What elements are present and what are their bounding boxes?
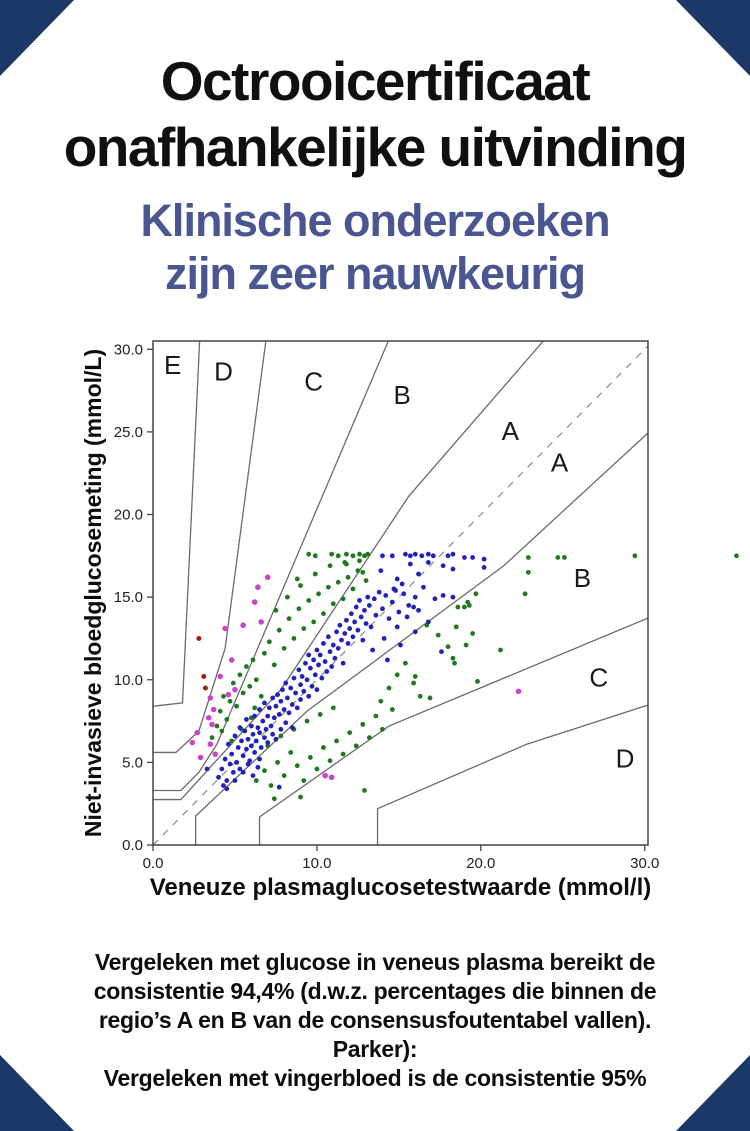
- subtitle-line-2: zijn zeer nauwkeurig: [164, 248, 586, 299]
- zone-line-d-upper: [153, 341, 267, 754]
- subtitle-line-1: Klinische onderzoeken: [140, 195, 610, 246]
- footer-line: Parker):: [332, 1036, 418, 1062]
- y-tick-label: 15.0: [114, 589, 143, 606]
- error-grid-chart: 0.0 10.0 20.0 30.0 0.0 5.0 10.0 15.0 20.0 25.0 30.…: [80, 330, 750, 905]
- y-tick-label: 5.0: [122, 754, 143, 771]
- zone-label-a: A: [502, 416, 520, 446]
- y-tick-label: 0.0: [122, 837, 143, 854]
- y-tick-label: 20.0: [114, 507, 143, 524]
- zone-line-d-lower: [376, 704, 648, 845]
- scatter-series-dark-red: [196, 635, 208, 691]
- page-title: Octrooicertificaat onafhankelijke uitvin…: [0, 48, 750, 180]
- y-tick-label: 30.0: [114, 341, 143, 358]
- zone-line-c-lower: [258, 617, 648, 845]
- zone-label-d: D: [616, 743, 635, 773]
- footer-line: Vergeleken met glucose in veneus plasma …: [94, 949, 656, 975]
- header: Octrooicertificaat onafhankelijke uitvin…: [0, 48, 750, 300]
- zone-label-e: E: [164, 350, 181, 380]
- zone-line-b-lower: [194, 432, 648, 845]
- scatter-series-green: [209, 551, 739, 802]
- zone-label-d: D: [214, 357, 233, 387]
- x-tick-label: 10.0: [302, 855, 331, 872]
- footer-line: consistentie 94,4% (d.w.z. percentages d…: [93, 978, 657, 1004]
- x-axis-title: Veneuze plasmaglucosetestwaarde (mmol/l): [150, 874, 652, 901]
- title-line-2: onafhankelijke uitvinding: [63, 116, 688, 178]
- y-tick-label: 10.0: [114, 672, 143, 689]
- consensus-error-grid-svg: 0.0 10.0 20.0 30.0 0.0 5.0 10.0 15.0 20.0 25.0 30.…: [80, 340, 739, 901]
- x-tick-label: 20.0: [466, 855, 495, 872]
- axis-ticks: 0.0 10.0 20.0 30.0 0.0 5.0 10.0 15.0 20.0 25.0 30.…: [114, 341, 660, 872]
- title-line-1: Octrooicertificaat: [160, 50, 591, 112]
- zone-label-b: B: [393, 380, 410, 410]
- zone-line-e-upper: [153, 341, 201, 707]
- x-tick-label: 30.0: [630, 855, 659, 872]
- zone-label-b: B: [574, 563, 591, 593]
- footer-text: Vergeleken met glucose in veneus plasma …: [40, 948, 710, 1093]
- scatter-series-blue: [204, 551, 487, 792]
- plot-frame: [152, 340, 649, 846]
- zone-label-c: C: [589, 662, 608, 692]
- zone-label-c: C: [304, 367, 323, 397]
- x-tick-label: 0.0: [143, 855, 164, 872]
- footer-line: Vergeleken met vingerbloed is de consist…: [103, 1065, 647, 1091]
- scatter-series-magenta: [189, 574, 522, 781]
- y-tick-label: 25.0: [114, 424, 143, 441]
- zone-label-a: A: [551, 448, 569, 478]
- page-subtitle: Klinische onderzoeken zijn zeer nauwkeur…: [0, 194, 750, 300]
- y-axis-title: Niet-invasieve bloedglucosemeting (mmol/…: [80, 349, 106, 837]
- footer-line: regio’s A en B van de consensusfoutentab…: [98, 1007, 652, 1033]
